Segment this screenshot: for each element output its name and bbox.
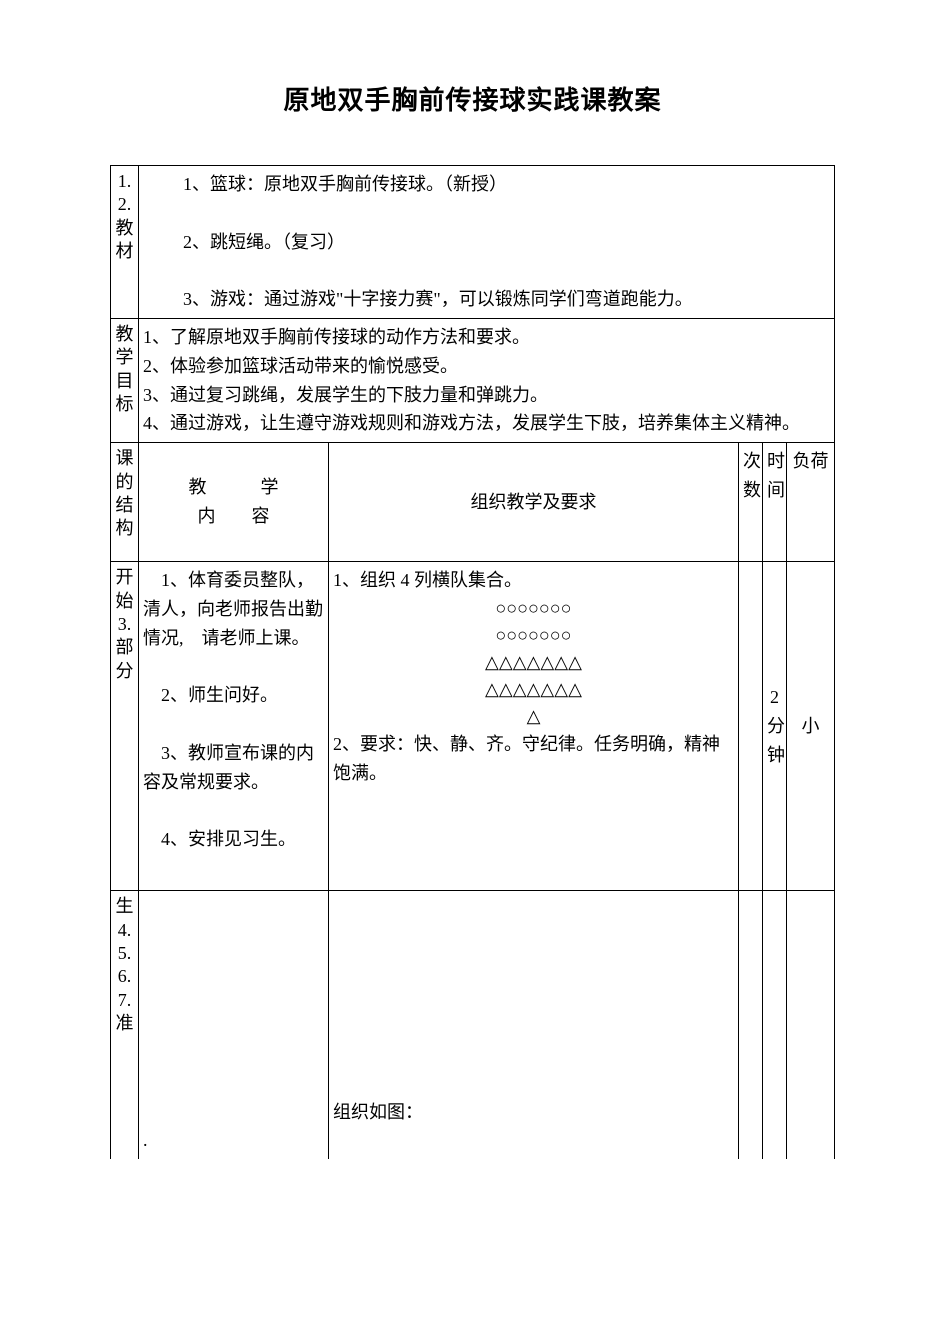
document-page: 原地双手胸前传接球实践课教案 1. 2. 教 材 1、篮球：原地双手胸	[0, 0, 945, 1219]
start-org-line: 1、组织 4 列横队集合。	[333, 566, 734, 595]
materials-line: 1、篮球：原地双手胸前传接球。（新授）	[143, 170, 830, 199]
start-content-cell: 1、体育委员整队，清人，向老师报告出勤情况, 请老师上课。 2、师生问好。 3、…	[139, 562, 329, 891]
label-char: 生	[115, 895, 134, 918]
label-char: 教	[115, 323, 134, 346]
prep-label: 生 4. 5. 6. 7. 准	[115, 895, 134, 1035]
label-char: 结	[115, 494, 134, 517]
time-header: 时 间	[762, 443, 786, 562]
materials-line: 2、跳短绳。（复习）	[143, 228, 830, 257]
formation-row: △	[333, 703, 734, 730]
label-char: 3.	[115, 613, 134, 636]
goals-label-cell: 教 学 目 标	[111, 318, 139, 442]
label-char: 部	[115, 636, 134, 659]
start-label: 开 始 3. 部 分	[115, 566, 134, 683]
prep-label-cell: 生 4. 5. 6. 7. 准	[111, 891, 139, 1160]
label-char: 次	[743, 451, 761, 471]
prep-load-cell	[786, 891, 834, 1160]
start-label-cell: 开 始 3. 部 分	[111, 562, 139, 891]
label-char: 2.	[115, 193, 134, 216]
goals-line: 3、通过复习跳绳，发展学生的下肢力量和弹跳力。	[143, 381, 830, 410]
label-char: 学	[115, 346, 134, 369]
start-content-line: 4、安排见习生。	[143, 825, 324, 854]
goals-row: 教 学 目 标 1、了解原地双手胸前传接球的动作方法和要求。 2、体验参加篮球活…	[111, 318, 835, 442]
start-count-cell	[738, 562, 762, 891]
label-char: 教	[115, 217, 134, 240]
materials-label: 1. 2. 教 材	[115, 170, 134, 264]
prep-section-row: 生 4. 5. 6. 7. 准 . 组织如图：	[111, 891, 835, 1160]
structure-label-cell: 课 的 结 构	[111, 443, 139, 562]
materials-label-cell: 1. 2. 教 材	[111, 166, 139, 319]
prep-org-line: 组织如图：	[333, 1098, 734, 1127]
start-org-cell: 1、组织 4 列横队集合。 ○○○○○○○ ○○○○○○○ △△△△△△△ △△…	[329, 562, 739, 891]
load-header: 负荷	[786, 443, 834, 562]
goals-label: 教 学 目 标	[115, 323, 134, 417]
materials-line: 3、游戏：通过游戏"十字接力赛"，可以锻炼同学们弯道跑能力。	[143, 285, 830, 314]
formation-diagram: ○○○○○○○ ○○○○○○○ △△△△△△△ △△△△△△△ △	[333, 595, 734, 730]
header-line: 教 学	[143, 473, 324, 502]
goals-content-cell: 1、了解原地双手胸前传接球的动作方法和要求。 2、体验参加篮球活动带来的愉悦感受…	[139, 318, 835, 442]
header-line: 内 容	[143, 502, 324, 531]
formation-row: △△△△△△△	[333, 676, 734, 703]
materials-content-cell: 1、篮球：原地双手胸前传接球。（新授） 2、跳短绳。（复习） 3、游戏：通过游戏…	[139, 166, 835, 319]
start-section-row: 开 始 3. 部 分 1、体育委员整队，清人，向老师报告出勤情况, 请老师上课。…	[111, 562, 835, 891]
prep-org-cell: 组织如图：	[329, 891, 739, 1160]
label-char: 材	[115, 240, 134, 263]
formation-row: △△△△△△△	[333, 649, 734, 676]
count-header: 次 数	[738, 443, 762, 562]
prep-time-cell	[762, 891, 786, 1160]
label-char: 7.	[115, 989, 134, 1012]
label-char: 2	[770, 687, 779, 707]
label-char: 始	[115, 590, 134, 613]
goals-line: 4、通过游戏，让生遵守游戏规则和游戏方法，发展学生下肢，培养集体主义精神。	[143, 409, 830, 438]
column-header-row: 课 的 结 构 教 学 内 容 组织教学及要求 次 数 时	[111, 443, 835, 562]
teaching-content-header: 教 学 内 容	[139, 443, 329, 562]
prep-count-cell	[738, 891, 762, 1160]
label-char: 目	[115, 370, 134, 393]
start-content-line: 2、师生问好。	[143, 681, 324, 710]
formation-row: ○○○○○○○	[333, 622, 734, 649]
prep-content-cell: .	[139, 891, 329, 1160]
label-char: 间	[767, 480, 785, 500]
label-char: 4.	[115, 919, 134, 942]
materials-row: 1. 2. 教 材 1、篮球：原地双手胸前传接球。（新授） 2、跳短绳。（复习）…	[111, 166, 835, 319]
label-char: 时	[767, 451, 785, 471]
document-title: 原地双手胸前传接球实践课教案	[110, 80, 835, 117]
label-char: 1.	[115, 170, 134, 193]
label-char: 构	[115, 517, 134, 540]
goals-line: 1、了解原地双手胸前传接球的动作方法和要求。	[143, 323, 830, 352]
lesson-plan-table: 1. 2. 教 材 1、篮球：原地双手胸前传接球。（新授） 2、跳短绳。（复习）…	[110, 165, 835, 1159]
label-char: 钟	[767, 745, 785, 765]
organization-header: 组织教学及要求	[329, 443, 739, 562]
start-time-cell: 2 分 钟	[762, 562, 786, 891]
goals-line: 2、体验参加篮球活动带来的愉悦感受。	[143, 352, 830, 381]
start-content-line: 1、体育委员整队，清人，向老师报告出勤情况, 请老师上课。	[143, 566, 324, 652]
label-char: 5.	[115, 942, 134, 965]
label-char: 的	[115, 471, 134, 494]
label-char: 标	[115, 393, 134, 416]
start-org-line: 2、要求：快、静、齐。守纪律。任务明确，精神饱满。	[333, 730, 734, 788]
label-char: 分	[115, 660, 134, 683]
formation-row: ○○○○○○○	[333, 595, 734, 622]
structure-label: 课 的 结 构	[115, 447, 134, 541]
label-char: 开	[115, 566, 134, 589]
label-char: 数	[743, 480, 761, 500]
label-char: 6.	[115, 965, 134, 988]
label-char: 准	[115, 1012, 134, 1035]
start-load-cell: 小	[786, 562, 834, 891]
label-char: 课	[115, 447, 134, 470]
start-content-line: 3、教师宣布课的内容及常规要求。	[143, 739, 324, 797]
label-char: 分	[767, 716, 785, 736]
